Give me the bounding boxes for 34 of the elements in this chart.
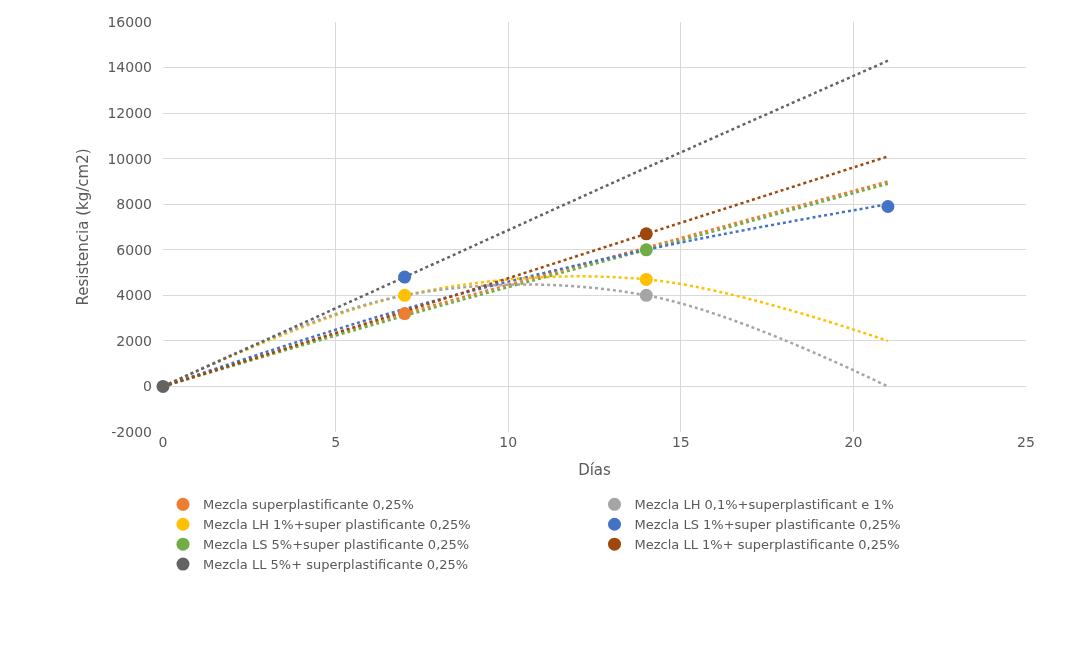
legend-label: Mezcla LL 1%+ superplastificante 0,25% xyxy=(634,537,900,553)
legend-label: Mezcla LS 5%+super plastificante 0,25% xyxy=(203,537,470,553)
y-tick-label: 12000 xyxy=(107,105,152,122)
y-tick-label: 14000 xyxy=(107,59,152,76)
y-tick-label: 6000 xyxy=(116,241,152,258)
point xyxy=(639,243,653,257)
y-tick-label: 8000 xyxy=(116,196,152,213)
x-tick-label: 25 xyxy=(1017,434,1035,450)
x-tick-label: 15 xyxy=(671,434,690,450)
legend-label: Mezcla LS 1%+super plastificante 0,25% xyxy=(634,517,901,533)
y-tick-label: 0 xyxy=(143,378,152,395)
x-tick-label: 20 xyxy=(844,434,863,450)
point xyxy=(639,272,653,286)
legend-label: Mezcla LH 0,1%+superplastificant e 1% xyxy=(634,497,894,513)
y-tick-label: 4000 xyxy=(116,287,152,304)
point xyxy=(881,200,895,213)
point xyxy=(639,227,653,241)
x-axis-title: Días xyxy=(578,461,612,479)
y-tick-label: 2000 xyxy=(116,332,152,349)
y-axis-title: Resistencia (kg/cm2) xyxy=(73,148,92,306)
point xyxy=(398,307,412,321)
legend-label: Mezcla superplastificante 0,25% xyxy=(203,497,414,513)
point xyxy=(398,270,412,284)
point xyxy=(398,288,412,302)
legend-label: Mezcla LL 5%+ superplastificante 0,25% xyxy=(203,557,469,573)
x-tick-label: 0 xyxy=(158,434,168,450)
y-tick-label: 16000 xyxy=(107,13,152,30)
legend-label: Mezcla LH 1%+super plastificante 0,25% xyxy=(203,517,471,533)
point xyxy=(156,379,170,393)
y-tick-label: 10000 xyxy=(107,150,152,167)
point xyxy=(639,288,653,302)
y-tick-label: -2000 xyxy=(111,423,152,440)
x-tick-label: 10 xyxy=(499,434,518,450)
x-tick-label: 5 xyxy=(331,434,341,450)
